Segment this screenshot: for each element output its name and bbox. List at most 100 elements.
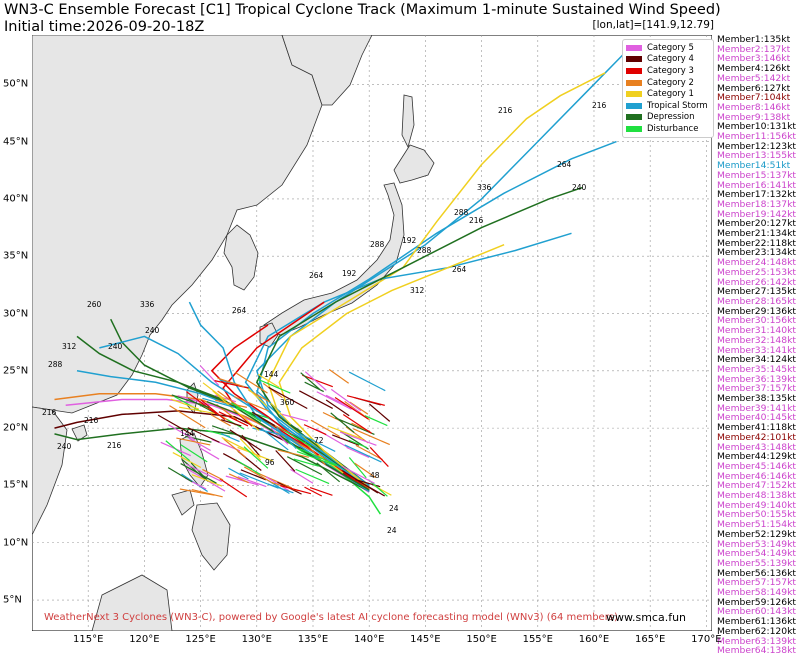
legend-label: Depression bbox=[647, 112, 695, 123]
cyclone-track bbox=[255, 186, 583, 486]
member-entry: Member7:104kt bbox=[717, 92, 791, 104]
member-entry: Member61:136kt bbox=[717, 616, 797, 628]
track-fragment bbox=[279, 413, 309, 422]
member-entry: Member42:101kt bbox=[717, 431, 797, 443]
track-fragment bbox=[228, 467, 249, 480]
site-url[interactable]: www.smca.fun bbox=[606, 611, 687, 624]
track-label: 216 bbox=[84, 416, 99, 425]
track-label: 264 bbox=[452, 265, 467, 274]
track-fragment bbox=[299, 448, 338, 466]
member-entry: Member49:140kt bbox=[717, 499, 797, 511]
track-label: 192 bbox=[402, 236, 417, 245]
x-tick-label: 155°E bbox=[522, 634, 553, 645]
member-entry: Member46:146kt bbox=[717, 470, 797, 482]
track-label: 288 bbox=[48, 360, 63, 369]
track-label: 336 bbox=[477, 183, 492, 192]
member-entry: Member22:118kt bbox=[717, 237, 797, 249]
y-tick-label: 40°N bbox=[3, 193, 29, 205]
track-label: 24 bbox=[387, 526, 397, 535]
member-entry: Member34:124kt bbox=[717, 354, 797, 366]
track-fragment bbox=[157, 414, 194, 436]
track-fragment bbox=[177, 395, 215, 407]
track-fragment bbox=[316, 462, 341, 483]
track-fragment bbox=[237, 446, 274, 462]
track-fragment bbox=[332, 434, 360, 446]
track-fragment bbox=[172, 452, 202, 468]
track-labels: 216 216 264 240 336 288 216 192 288 288 … bbox=[42, 101, 607, 535]
track-fragment bbox=[180, 444, 208, 463]
track-fragment bbox=[171, 394, 210, 409]
member-entry: Member56:136kt bbox=[717, 567, 797, 579]
member-entry: Member58:149kt bbox=[717, 587, 797, 599]
member-entry: Member43:148kt bbox=[717, 441, 797, 453]
track-label: 216 bbox=[107, 441, 122, 450]
member-entry: Member51:154kt bbox=[717, 519, 797, 531]
track-fragment bbox=[364, 415, 388, 427]
y-tick-label: 45°N bbox=[3, 136, 29, 148]
track-fragment bbox=[348, 439, 368, 449]
track-fragment bbox=[215, 399, 248, 408]
track-fragment bbox=[290, 468, 314, 484]
track-fragment bbox=[309, 486, 333, 496]
member-entry: Member20:127kt bbox=[717, 218, 797, 230]
y-tick-label: 25°N bbox=[3, 365, 29, 377]
track-fragment bbox=[237, 476, 267, 488]
legend-swatch bbox=[626, 44, 642, 51]
member-entry: Member9:138kt bbox=[717, 111, 791, 123]
track-fragment bbox=[243, 446, 269, 469]
member-entry: Member50:155kt bbox=[717, 509, 797, 521]
korean-peninsula bbox=[223, 224, 259, 291]
track-fragment bbox=[190, 462, 209, 482]
legend-swatch bbox=[626, 79, 642, 86]
track-label: 312 bbox=[62, 342, 77, 351]
map-plot-area[interactable]: 216 216 264 240 336 288 216 192 288 288 … bbox=[32, 35, 712, 631]
legend-label: Disturbance bbox=[647, 123, 699, 134]
track-fragment bbox=[179, 406, 216, 414]
track-fragment bbox=[169, 405, 206, 429]
track-fragment bbox=[262, 382, 283, 399]
member-entry: Member40:145kt bbox=[717, 412, 797, 424]
cyclone-track bbox=[267, 427, 382, 515]
member-entry: Member11:156kt bbox=[717, 131, 797, 143]
y-tick-label: 10°N bbox=[3, 537, 29, 549]
track-fragment bbox=[188, 437, 211, 452]
legend-swatch bbox=[626, 114, 642, 121]
member-entry: Member36:139kt bbox=[717, 373, 797, 385]
track-fragment bbox=[270, 402, 292, 425]
track-fragment bbox=[299, 390, 333, 409]
y-tick-label: 50°N bbox=[3, 78, 29, 90]
y-tick-label: 35°N bbox=[3, 250, 29, 262]
track-fragment bbox=[304, 381, 324, 393]
track-fragment bbox=[200, 399, 226, 421]
member-entry: Member17:132kt bbox=[717, 189, 797, 201]
track-fragment bbox=[281, 418, 303, 433]
track-label: 360 bbox=[280, 398, 295, 407]
member-entry: Member33:141kt bbox=[717, 344, 797, 356]
member-entry: Member8:146kt bbox=[717, 101, 791, 113]
member-entry: Member13:155kt bbox=[717, 150, 797, 162]
member-entry: Member53:149kt bbox=[717, 538, 797, 550]
track-label: 192 bbox=[342, 269, 357, 278]
member-entry: Member55:139kt bbox=[717, 557, 797, 569]
member-entry: Member60:143kt bbox=[717, 606, 797, 618]
cyclone-track bbox=[54, 427, 370, 492]
track-label: 144 bbox=[180, 429, 195, 438]
track-fragment bbox=[369, 403, 391, 422]
member-entry: Member62:120kt bbox=[717, 625, 797, 637]
track-label: 216 bbox=[592, 101, 607, 110]
landmasses bbox=[32, 35, 435, 631]
track-fragment bbox=[180, 463, 217, 484]
track-fragment bbox=[223, 438, 247, 458]
track-fragment bbox=[354, 462, 376, 479]
japan-hokkaido bbox=[393, 144, 435, 184]
track-fragment bbox=[310, 419, 341, 437]
track-label: 288 bbox=[417, 246, 432, 255]
legend-label: Tropical Storm bbox=[647, 100, 708, 111]
track-fragment bbox=[285, 430, 312, 448]
track-fragment bbox=[170, 398, 199, 410]
member-entry: Member15:137kt bbox=[717, 169, 797, 181]
track-fragment bbox=[257, 378, 291, 394]
track-label: 264 bbox=[232, 306, 247, 315]
track-fragment bbox=[342, 414, 373, 434]
track-fragment bbox=[339, 431, 377, 446]
